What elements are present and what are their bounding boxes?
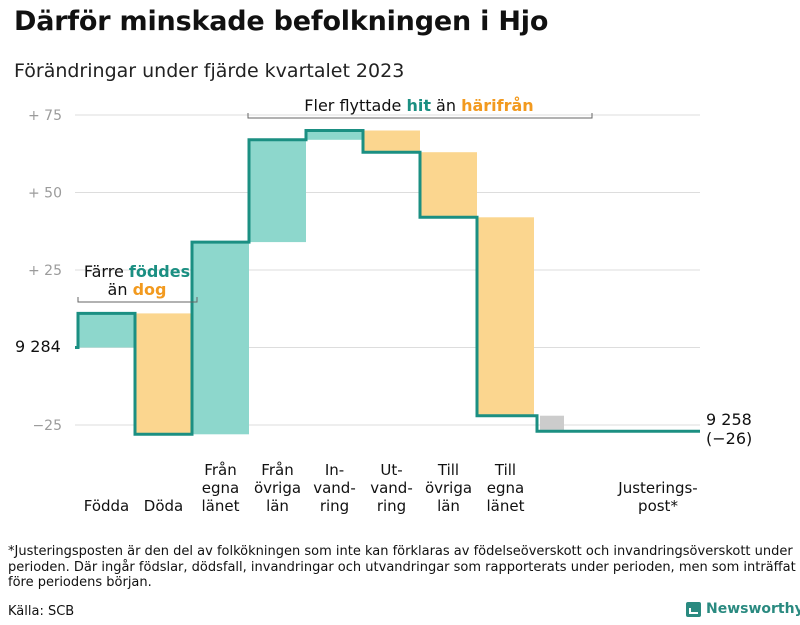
y-tick-label: + 25	[28, 263, 62, 279]
chart-subtitle: Förändringar under fjärde kvartalet 2023	[14, 60, 405, 82]
y-tick-label: + 75	[28, 108, 62, 124]
annotation-highlight-teal: hit	[406, 96, 431, 115]
category-label-deaths: Döda	[144, 497, 183, 515]
source-label: Källa: SCB	[8, 604, 75, 619]
category-label-emigration: Ut-	[380, 461, 402, 479]
bar-immigration	[306, 130, 363, 140]
annotation-highlight-orange: härifrån	[461, 96, 534, 115]
category-label-from-other-counties: Från	[261, 461, 293, 479]
category-label-births: Födda	[84, 497, 130, 515]
annotation-text: Färre	[84, 262, 129, 281]
category-label-from-own-county: Från	[204, 461, 236, 479]
y-tick-label: + 50	[28, 186, 62, 202]
annotation-text: Fler flyttade	[304, 96, 406, 115]
annotation-highlight-teal: föddes	[129, 262, 190, 281]
annotation-highlight-orange: dog	[133, 280, 167, 299]
category-label-immigration: In-	[325, 461, 344, 479]
category-label-from-other-counties: övriga	[254, 479, 301, 497]
waterfall-chart: + 75+ 50+ 25−25 Födda DödaFrånegnalänetFr…	[15, 96, 752, 515]
bar-to-other-counties	[420, 152, 477, 218]
bar-adjustment	[540, 415, 564, 432]
category-label-from-other-counties: län	[266, 497, 289, 515]
category-labels: Födda DödaFrånegnalänetFrånövrigalänIn-va…	[84, 461, 698, 515]
category-label-immigration: vand-	[313, 479, 356, 497]
births-deaths-annotation: Färre föddes än dog	[77, 262, 198, 303]
y-tick-label: −25	[32, 418, 62, 434]
bar-emigration	[363, 130, 420, 153]
category-label-to-own-county: länet	[487, 497, 525, 515]
category-label-to-other-counties: Till	[437, 461, 459, 479]
category-label-emigration: ring	[377, 497, 406, 515]
annotation-line-2: än dog	[108, 280, 167, 299]
annotation-bracket	[247, 113, 593, 119]
bar-from-other-counties	[249, 139, 306, 243]
category-label-adjustment: post*	[638, 497, 678, 515]
bar-from-own-county	[192, 242, 249, 435]
category-label-to-own-county: egna	[487, 479, 524, 497]
bars	[78, 130, 564, 435]
cumulative-step-line	[75, 129, 700, 436]
annotation-migration-text: Fler flyttade hit än härifrån	[304, 96, 533, 115]
category-label-to-own-county: Till	[494, 461, 516, 479]
category-label-to-other-counties: län	[437, 497, 460, 515]
category-label-from-own-county: egna	[202, 479, 239, 497]
category-label-from-own-county: länet	[202, 497, 240, 515]
annotation-text: än	[108, 280, 133, 299]
end-change-label: (−26)	[706, 429, 752, 448]
footnote: *Justeringsposten är den del av folkökni…	[8, 544, 796, 590]
start-value-label: 9 284	[15, 337, 61, 356]
annotation-text: än	[431, 96, 461, 115]
chart-icon	[686, 601, 701, 617]
annotation-bracket	[77, 297, 198, 303]
annotation-line-1: Färre föddes	[84, 262, 190, 281]
end-value-label: 9 258	[706, 410, 752, 429]
y-axis-ticks: + 75 + 50 + 25 −25	[28, 108, 62, 434]
chart-title: Därför minskade befolkningen i Hjo	[14, 6, 549, 37]
migration-annotation: Fler flyttade hit än härifrån	[247, 96, 593, 119]
category-label-emigration: vand-	[370, 479, 413, 497]
bar-to-own-county	[477, 217, 534, 416]
category-label-to-other-counties: övriga	[425, 479, 472, 497]
category-label-adjustment: Justerings-	[617, 479, 697, 497]
bar-deaths	[135, 313, 192, 435]
category-label-immigration: ring	[320, 497, 349, 515]
brand-name: Newsworthy	[706, 601, 800, 617]
brand-logo: Newsworthy	[686, 601, 800, 617]
bar-births	[78, 313, 135, 348]
